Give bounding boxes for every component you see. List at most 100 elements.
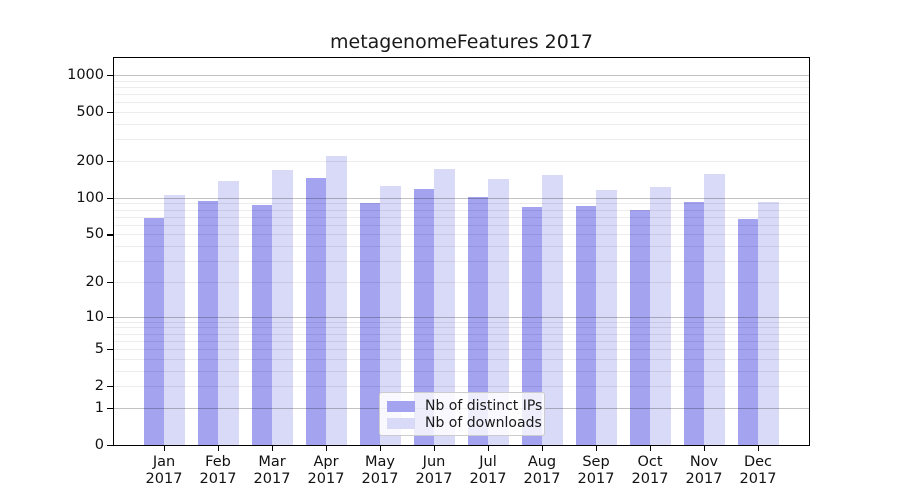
bar-downloads-jan (164, 195, 185, 445)
y-tick-label: 50 (85, 226, 104, 243)
bar-ips-sep (575, 206, 596, 445)
bar-downloads-jun (434, 169, 455, 445)
gridline-minor (114, 124, 809, 126)
y-tick-label: 10 (85, 308, 104, 325)
y-tick-mark (107, 445, 114, 447)
gridline-minor (114, 161, 809, 163)
x-tick-label-jul: Jul 2017 (469, 454, 507, 487)
gridline-minor (114, 246, 809, 248)
bar-ips-oct (629, 209, 650, 445)
bar-ips-dec (737, 219, 758, 445)
x-tick-mark (488, 445, 490, 451)
y-tick-mark (107, 316, 114, 318)
gridline-minor (114, 349, 809, 351)
legend-row-distinct-ips: Nb of distinct IPs (387, 398, 542, 414)
x-tick-mark (542, 445, 544, 451)
bar-ips-apr (305, 178, 326, 445)
gridline-minor (114, 80, 809, 82)
legend: Nb of distinct IPs Nb of downloads (379, 392, 545, 436)
bar-downloads-aug (542, 174, 563, 445)
x-tick-mark (434, 445, 436, 451)
y-tick-label: 0 (94, 437, 104, 453)
x-tick-mark (650, 445, 652, 451)
bar-downloads-oct (650, 187, 671, 445)
bar-downloads-may (380, 185, 401, 445)
gridline-minor (114, 203, 809, 205)
bar-downloads-mar (272, 169, 293, 445)
gridline-minor (114, 102, 809, 104)
gridline-minor (114, 327, 809, 329)
x-tick-label-oct: Oct 2017 (631, 454, 669, 487)
bar-downloads-dec (758, 202, 779, 445)
y-tick-label: 500 (76, 104, 104, 121)
chart-title: metagenomeFeatures 2017 (330, 31, 593, 53)
bar-downloads-jul (488, 179, 509, 445)
x-tick-mark (272, 445, 274, 451)
legend-label-downloads: Nb of downloads (425, 415, 542, 431)
y-tick-mark (107, 161, 114, 163)
y-tick-label: 100 (76, 189, 104, 206)
legend-label-distinct-ips: Nb of distinct IPs (425, 398, 543, 414)
gridline-minor (114, 216, 809, 218)
x-tick-label-feb: Feb 2017 (199, 454, 237, 487)
legend-swatch-downloads-icon (387, 417, 415, 429)
y-tick-mark (107, 112, 114, 114)
gridline-major (114, 75, 809, 77)
y-tick-label: 20 (85, 273, 104, 290)
gridline-minor (114, 386, 809, 388)
y-tick-label: 1000 (67, 67, 104, 84)
y-tick-mark (107, 349, 114, 351)
gridline-minor (114, 112, 809, 114)
x-tick-mark (704, 445, 706, 451)
gridline-minor (114, 370, 809, 372)
gridline-minor (114, 224, 809, 226)
bar-ips-mar (251, 205, 272, 445)
gridline-minor (114, 94, 809, 96)
x-tick-mark (164, 445, 166, 451)
x-tick-label-mar: Mar 2017 (253, 454, 291, 487)
gridline-minor (114, 333, 809, 335)
gridline-minor (114, 234, 809, 236)
x-tick-label-may: May 2017 (361, 454, 399, 487)
y-tick-mark (107, 75, 114, 77)
gridline-major (114, 197, 809, 199)
legend-swatch-distinct-ips-icon (387, 400, 415, 412)
plot-area (113, 57, 810, 446)
bar-ips-aug (521, 207, 542, 445)
bar-downloads-apr (326, 156, 347, 445)
gridline-minor (114, 261, 809, 263)
bar-ips-jan (143, 218, 164, 445)
y-tick-mark (107, 234, 114, 236)
x-tick-mark (218, 445, 220, 451)
bar-downloads-nov (704, 174, 725, 445)
x-tick-label-aug: Aug 2017 (523, 454, 561, 487)
x-tick-label-nov: Nov 2017 (685, 454, 723, 487)
y-tick-mark (107, 407, 114, 410)
x-tick-label-jan: Jan 2017 (145, 454, 183, 487)
x-tick-mark (380, 445, 382, 451)
gridline-minor (114, 139, 809, 141)
legend-row-downloads: Nb of downloads (387, 415, 542, 431)
gridline-minor (114, 321, 809, 323)
gridline-major (114, 316, 809, 318)
x-tick-mark (326, 445, 328, 451)
gridline-minor (114, 340, 809, 342)
bar-downloads-feb (218, 180, 239, 445)
y-tick-label: 1 (94, 399, 104, 416)
gridline-minor (114, 86, 809, 88)
bar-ips-feb (197, 200, 218, 445)
y-tick-mark (107, 197, 114, 200)
x-tick-label-dec: Dec 2017 (739, 454, 777, 487)
bar-downloads-sep (596, 189, 617, 445)
x-tick-label-sep: Sep 2017 (577, 454, 615, 487)
gridline-minor (114, 281, 809, 283)
x-tick-mark (596, 445, 598, 451)
y-tick-label: 2 (94, 378, 104, 395)
x-tick-label-jun: Jun 2017 (415, 454, 453, 487)
gridline-minor (114, 209, 809, 211)
x-tick-mark (758, 445, 760, 451)
gridline-minor (114, 358, 809, 360)
bar-ips-may (359, 203, 380, 445)
bar-ips-jun (413, 189, 434, 445)
